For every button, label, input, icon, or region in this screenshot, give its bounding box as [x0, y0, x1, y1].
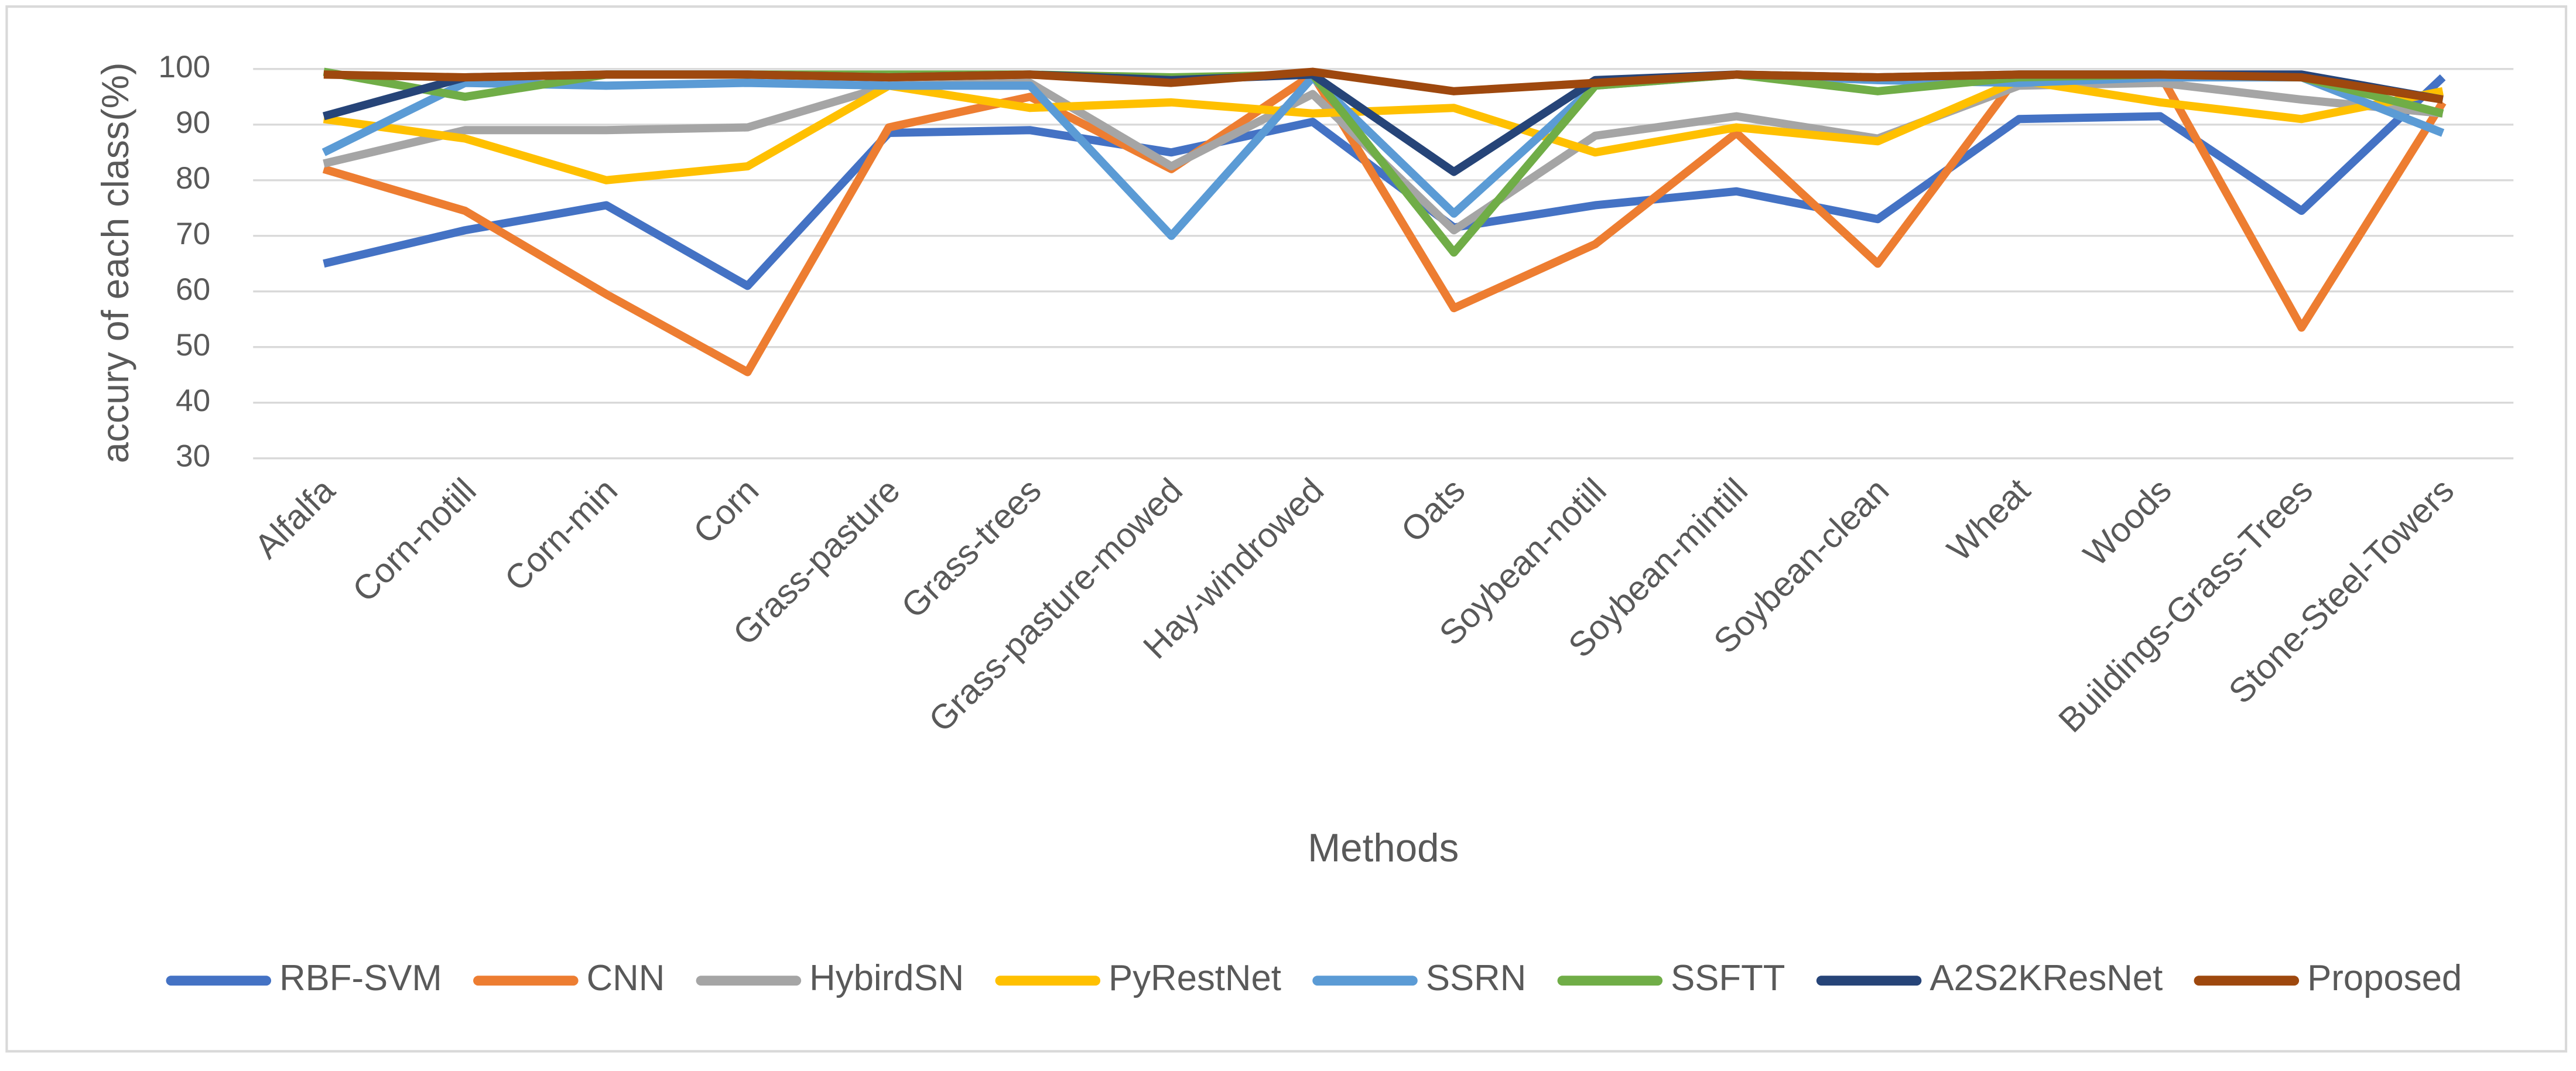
series-line — [321, 70, 2445, 240]
x-axis-title: Methods — [1308, 826, 1459, 870]
legend-label: HybirdSN — [809, 958, 964, 998]
series-line — [323, 67, 2444, 104]
y-tick-label: 80 — [176, 161, 210, 196]
legend-label: A2S2KResNet — [1930, 958, 2163, 998]
y-tick-label: 70 — [176, 217, 210, 251]
y-tick-label: 50 — [176, 328, 210, 362]
legend-label: SSRN — [1426, 958, 1526, 998]
y-tick-label: 30 — [176, 439, 210, 474]
y-tick-label: 60 — [176, 272, 210, 307]
legend-label: RBF-SVM — [279, 958, 442, 998]
series-line — [323, 76, 2444, 184]
y-tick-label: 100 — [158, 50, 210, 84]
legend-label: CNN — [587, 958, 665, 998]
y-axis-title: accury of each class(%) — [94, 63, 136, 464]
series-line — [323, 74, 2446, 290]
y-tick-label: 90 — [176, 105, 210, 140]
legend-label: PyRestNet — [1109, 958, 1281, 998]
legend-label: SSFTT — [1671, 958, 1785, 998]
y-tick-label: 40 — [176, 384, 210, 418]
legend-label: Proposed — [2307, 958, 2462, 998]
